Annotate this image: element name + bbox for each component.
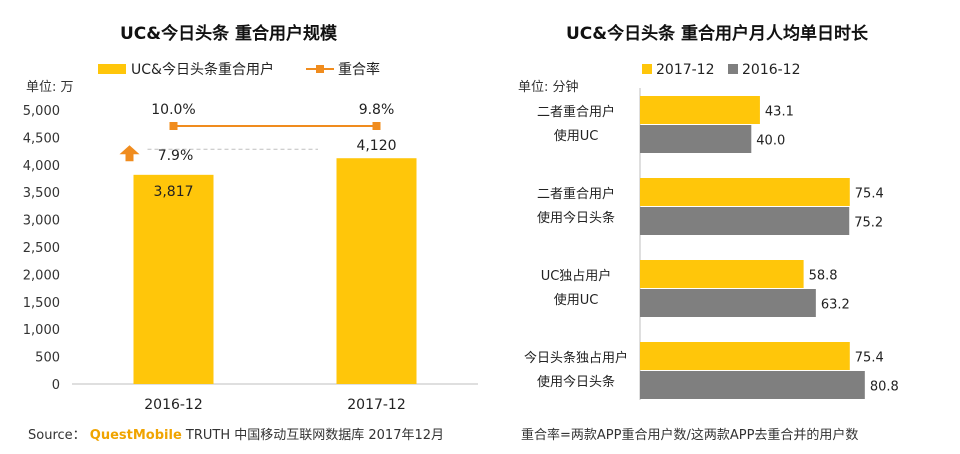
bar-2016-12-0	[640, 125, 752, 153]
overlap-rate-label: 10.0%	[151, 102, 195, 118]
y-tick-label: 1,500	[23, 296, 60, 311]
y-tick-label: 1,000	[23, 323, 60, 338]
y-category-label: 使用今日头条	[537, 210, 615, 226]
bar-value-label: 4,120	[356, 138, 396, 154]
x-tick-label: 2017-12	[347, 397, 406, 413]
legend-label-2017-12: 2017-12	[656, 62, 715, 78]
bar-value-label: 75.4	[855, 351, 884, 366]
legend-marker-overlap-rate	[316, 65, 324, 73]
bar-2017-12-0	[640, 96, 760, 124]
bar-2017-12	[336, 158, 417, 384]
overlap-rate-marker	[372, 122, 381, 130]
bar-2016-12-2	[640, 289, 816, 317]
bar-value-label: 40.0	[756, 134, 785, 149]
overlap-rate-marker	[169, 122, 178, 130]
questmobile-brand: QuestMobile	[89, 428, 182, 443]
bar-value-label: 63.2	[821, 298, 850, 313]
legend: 2017-12 2016-12	[642, 62, 801, 78]
y-tick-label: 500	[35, 351, 60, 366]
legend-label-overlap-rate: 重合率	[338, 61, 380, 78]
y-category-label: 使用UC	[554, 292, 599, 308]
bar-value-label: 75.2	[854, 216, 883, 231]
bar-2017-12-1	[640, 178, 850, 206]
up-arrow-icon	[119, 145, 140, 162]
source-prefix: Source：	[28, 428, 86, 443]
x-unit-label: 单位: 分钟	[518, 79, 579, 95]
overlap-rate-note: 重合率=两款APP重合用户数/这两款APP去重合并的用户数	[521, 428, 859, 443]
legend: UC&今日头条重合用户 重合率	[98, 61, 380, 78]
y-tick-label: 0	[52, 378, 60, 393]
y-unit-label: 单位: 万	[26, 80, 74, 95]
legend-label-2016-12: 2016-12	[742, 62, 801, 78]
bar-value-label: 75.4	[855, 187, 884, 202]
y-tick-label: 2,000	[23, 268, 60, 283]
bar-2016-12-3	[640, 371, 865, 399]
legend-label-overlap-users: UC&今日头条重合用户	[131, 61, 274, 78]
overlap-rate-label: 9.8%	[359, 102, 395, 118]
left-chart: 单位: 万 0 500 1,000 1,500 2,000 2,500 3,000 3,500 4…	[23, 61, 478, 413]
y-tick-label: 5,000	[23, 104, 60, 119]
legend-swatch-2016-12	[728, 64, 738, 74]
bar-value-label: 43.1	[765, 105, 794, 120]
source-line: Source： QuestMobile TRUTH 中国移动互联网数据库 201…	[28, 424, 444, 443]
y-category-label: 二者重合用户	[537, 104, 615, 120]
bar-value-label: 80.8	[870, 380, 899, 395]
y-category-label: 今日头条独占用户	[524, 350, 628, 366]
y-category-label: 使用今日头条	[537, 374, 615, 390]
left-chart-title: UC&今日头条 重合用户规模	[120, 24, 338, 44]
y-category-label: 使用UC	[554, 128, 599, 144]
y-category-label: UC独占用户	[541, 268, 612, 284]
bar-2017-12-2	[640, 260, 804, 288]
bar-value-label: 58.8	[809, 269, 838, 284]
y-category-label: 二者重合用户	[537, 186, 615, 202]
bar-2016-12-1	[640, 207, 850, 235]
bar-2017-12-3	[640, 342, 850, 370]
legend-swatch-overlap-users	[98, 64, 126, 74]
growth-rate-label: 7.9%	[158, 148, 194, 164]
y-tick-label: 3,000	[23, 214, 60, 229]
y-tick-label: 4,500	[23, 131, 60, 146]
bar-value-label: 3,817	[153, 184, 193, 200]
y-tick-label: 3,500	[23, 186, 60, 201]
legend-swatch-2017-12	[642, 64, 652, 74]
x-tick-label: 2016-12	[144, 397, 203, 413]
right-chart-title: UC&今日头条 重合用户月人均单日时长	[566, 24, 869, 44]
bar-2016-12	[133, 174, 214, 384]
y-tick-label: 2,500	[23, 241, 60, 256]
y-tick-label: 4,000	[23, 159, 60, 174]
source-text: TRUTH 中国移动互联网数据库 2017年12月	[185, 428, 445, 443]
